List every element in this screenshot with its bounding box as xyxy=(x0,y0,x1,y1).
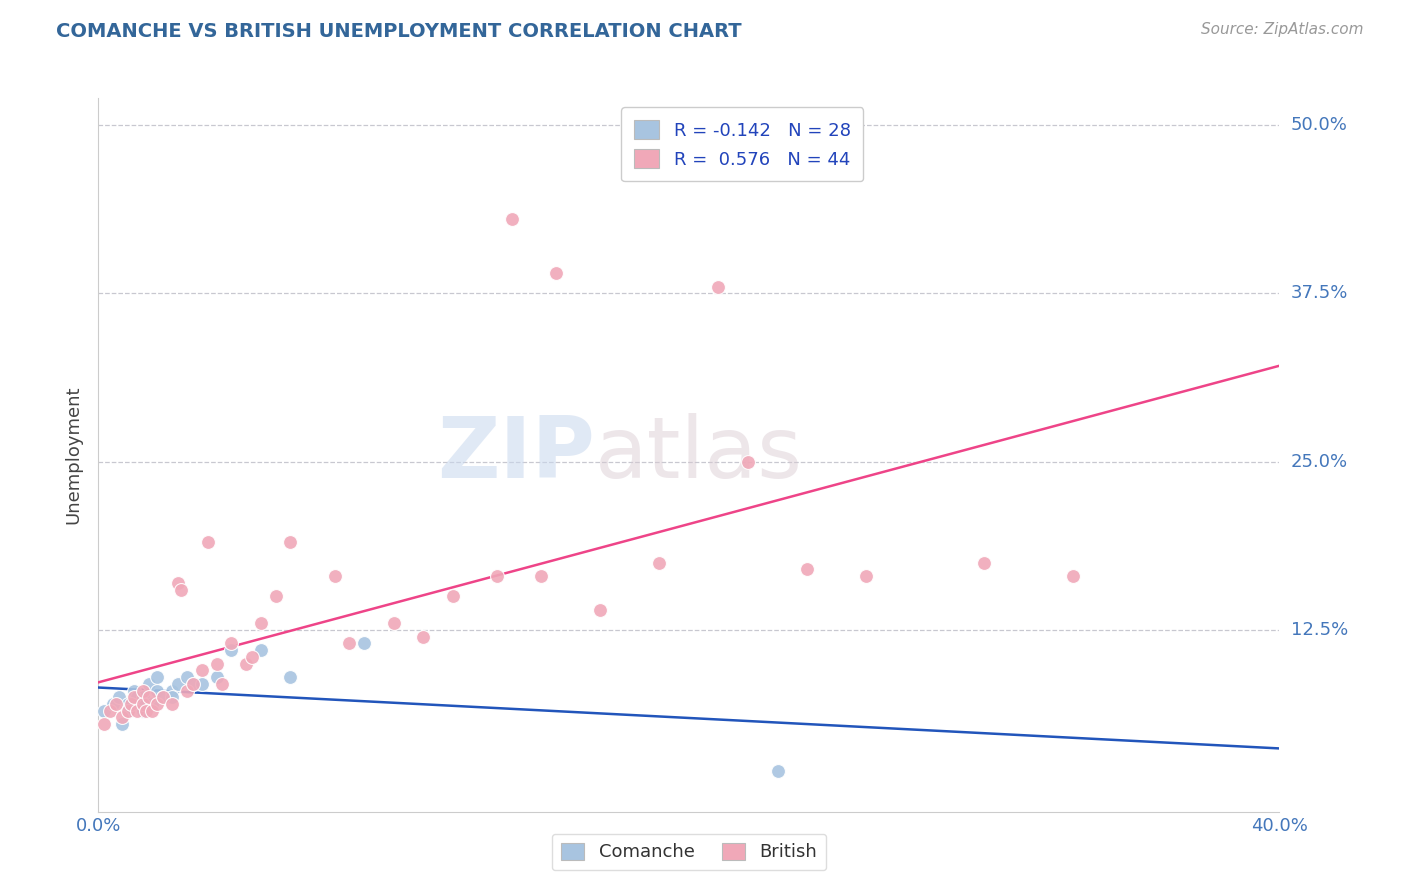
Point xyxy=(146,670,169,684)
Point xyxy=(486,569,509,583)
Point xyxy=(382,616,405,631)
Point xyxy=(132,697,155,711)
Text: 12.5%: 12.5% xyxy=(1291,621,1348,639)
Point xyxy=(103,697,125,711)
Point xyxy=(235,657,257,671)
Point xyxy=(162,697,183,711)
Point xyxy=(108,690,131,705)
Point xyxy=(211,677,233,691)
Point xyxy=(98,704,121,718)
Point xyxy=(648,556,671,570)
Point xyxy=(181,677,204,691)
Text: 37.5%: 37.5% xyxy=(1291,285,1348,302)
Point xyxy=(589,603,612,617)
Point xyxy=(138,690,160,705)
Point xyxy=(122,683,145,698)
Point xyxy=(278,535,302,549)
Point xyxy=(855,569,877,583)
Point xyxy=(111,717,134,731)
Point xyxy=(132,697,155,711)
Text: 50.0%: 50.0% xyxy=(1291,116,1347,134)
Point xyxy=(250,643,273,657)
Point xyxy=(141,697,163,711)
Point xyxy=(337,636,360,650)
Point xyxy=(138,677,160,691)
Text: 25.0%: 25.0% xyxy=(1291,452,1348,471)
Point xyxy=(93,717,115,731)
Point xyxy=(197,535,219,549)
Legend: Comanche, British: Comanche, British xyxy=(551,834,827,871)
Point xyxy=(737,455,759,469)
Point xyxy=(323,569,346,583)
Point xyxy=(240,649,263,664)
Point xyxy=(117,697,139,711)
Point xyxy=(176,683,198,698)
Point xyxy=(181,677,204,691)
Point xyxy=(152,690,174,705)
Point xyxy=(707,279,730,293)
Point xyxy=(530,569,553,583)
Point xyxy=(117,704,139,718)
Point xyxy=(120,697,142,711)
Point xyxy=(544,266,567,280)
Text: COMANCHE VS BRITISH UNEMPLOYMENT CORRELATION CHART: COMANCHE VS BRITISH UNEMPLOYMENT CORRELA… xyxy=(56,22,742,41)
Point xyxy=(441,589,464,603)
Point xyxy=(176,670,198,684)
Point xyxy=(191,664,214,678)
Point xyxy=(132,690,155,705)
Point xyxy=(219,636,242,650)
Point xyxy=(250,616,273,631)
Point xyxy=(205,670,228,684)
Point xyxy=(167,677,190,691)
Point xyxy=(122,690,145,705)
Point xyxy=(146,683,169,698)
Point xyxy=(152,690,174,705)
Point xyxy=(146,697,169,711)
Point xyxy=(132,704,155,718)
Point xyxy=(1062,569,1084,583)
Point xyxy=(170,582,193,597)
Point xyxy=(111,710,134,724)
Text: ZIP: ZIP xyxy=(437,413,595,497)
Y-axis label: Unemployment: Unemployment xyxy=(65,385,83,524)
Point xyxy=(162,690,183,705)
Point xyxy=(191,677,214,691)
Point xyxy=(973,556,995,570)
Point xyxy=(264,589,287,603)
Point xyxy=(766,764,789,779)
Point xyxy=(141,704,163,718)
Point xyxy=(796,562,818,576)
Point xyxy=(117,704,139,718)
Point xyxy=(278,670,302,684)
Point xyxy=(132,683,155,698)
Point xyxy=(501,212,523,227)
Point xyxy=(93,704,115,718)
Point xyxy=(412,630,434,644)
Point xyxy=(162,683,183,698)
Point xyxy=(105,697,128,711)
Point xyxy=(205,657,228,671)
Point xyxy=(125,704,148,718)
Point xyxy=(219,643,242,657)
Point xyxy=(125,690,148,705)
Text: Source: ZipAtlas.com: Source: ZipAtlas.com xyxy=(1201,22,1364,37)
Text: atlas: atlas xyxy=(595,413,803,497)
Point xyxy=(135,704,157,718)
Point xyxy=(353,636,375,650)
Point xyxy=(167,575,190,590)
